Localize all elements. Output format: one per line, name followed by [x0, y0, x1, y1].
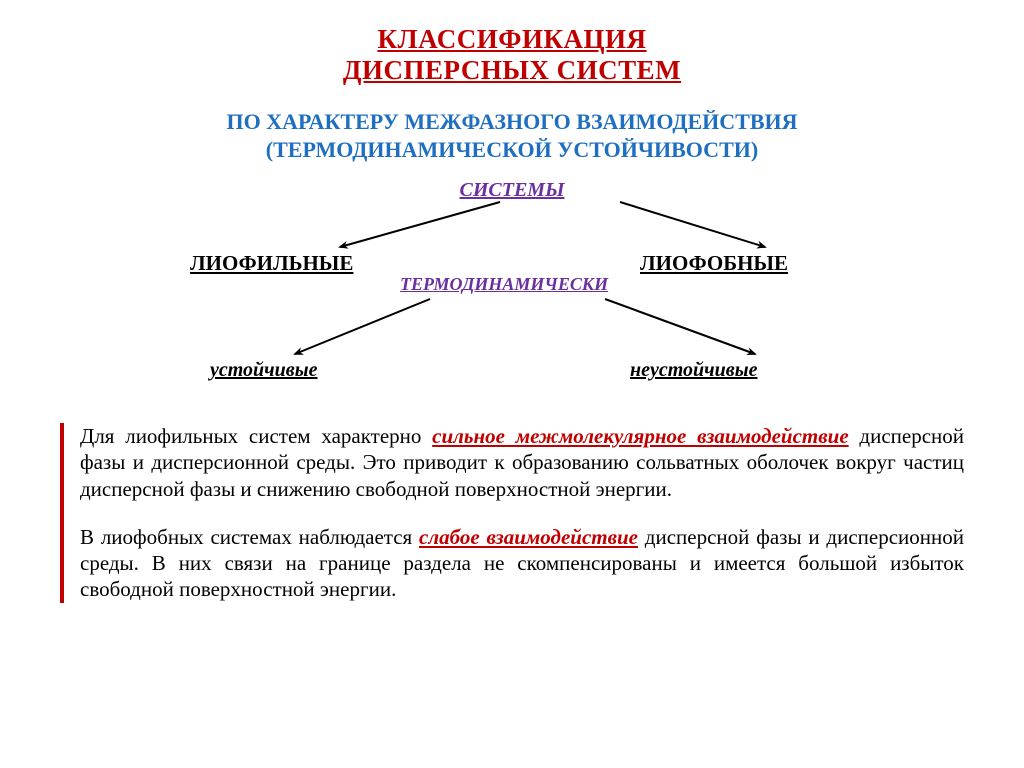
node-systems: СИСТЕМЫ: [460, 179, 565, 202]
subtitle-block: ПО ХАРАКТЕРУ МЕЖФАЗНОГО ВЗАИМОДЕЙСТВИЯ (…: [60, 108, 964, 163]
paragraph-block: Для лиофильных систем характерно сильное…: [60, 423, 964, 603]
edge-3: [605, 299, 755, 354]
edge-0: [340, 202, 500, 247]
subtitle-line2: (ТЕРМОДИНАМИЧЕСКОЙ УСТОЙЧИВОСТИ): [60, 136, 964, 164]
node-stable: устойчивые: [210, 359, 317, 382]
node-thermo: ТЕРМОДИНАМИЧЕСКИ: [400, 274, 608, 295]
node-unstable: неустойчивые: [630, 359, 757, 382]
p2-highlight: слабое взаимодействие: [419, 525, 638, 549]
title-block: КЛАССИФИКАЦИЯ ДИСПЕРСНЫХ СИСТЕМ: [60, 24, 964, 86]
slide: КЛАССИФИКАЦИЯ ДИСПЕРСНЫХ СИСТЕМ ПО ХАРАК…: [0, 0, 1024, 768]
title-line1: КЛАССИФИКАЦИЯ: [60, 24, 964, 55]
p2-text-a: В лиофобных системах наблюдается: [80, 525, 419, 549]
subtitle-line1: ПО ХАРАКТЕРУ МЕЖФАЗНОГО ВЗАИМОДЕЙСТВИЯ: [60, 108, 964, 136]
tree-diagram: СИСТЕМЫ ЛИОФИЛЬНЫЕ ЛИОФОБНЫЕ ТЕРМОДИНАМИ…: [60, 169, 964, 419]
p1-text-a: Для лиофильных систем характерно: [80, 424, 432, 448]
edge-2: [295, 299, 430, 354]
paragraph-2: В лиофобных системах наблюдается слабое …: [80, 524, 964, 603]
edge-1: [620, 202, 765, 247]
title-line2: ДИСПЕРСНЫХ СИСТЕМ: [60, 55, 964, 86]
node-lyophilic: ЛИОФИЛЬНЫЕ: [190, 251, 353, 276]
paragraph-1: Для лиофильных систем характерно сильное…: [80, 423, 964, 502]
node-lyophobic: ЛИОФОБНЫЕ: [640, 251, 788, 276]
p1-highlight: сильное межмолекулярное взаимодействие: [432, 424, 849, 448]
